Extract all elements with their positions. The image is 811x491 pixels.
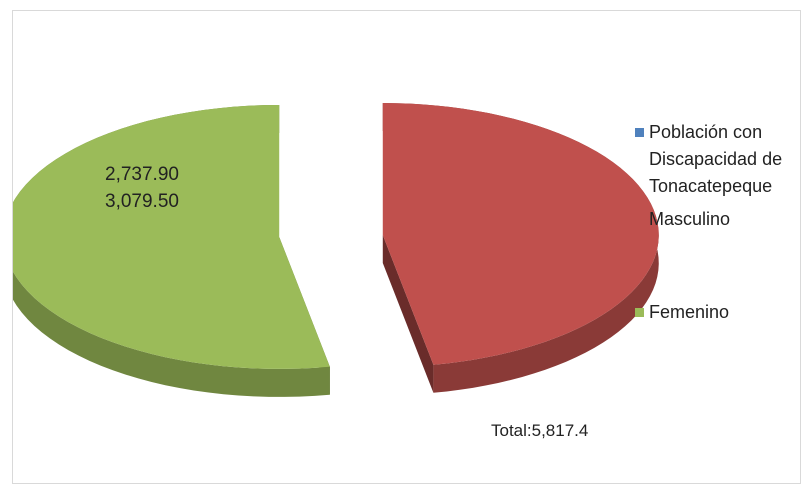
legend: Población con Discapacidad de Tonacatepe… [635,119,811,326]
legend-swatch-poblacion [635,128,644,137]
total-annotation: Total:5,817.4 [491,421,589,440]
legend-item-masculino: Masculino [635,206,811,233]
data-label-masculino: 2,737.90 [105,164,179,185]
pie-slice-masculino [382,103,659,393]
legend-label-femenino: Femenino [649,302,730,322]
data-label-femenino: 3,079.50 [105,191,179,212]
legend-item-femenino: Femenino [635,299,811,326]
legend-item-poblacion: Población con Discapacidad de Tonacatepe… [635,119,811,200]
legend-swatch-masculino [635,215,644,224]
legend-swatch-femenino [635,308,644,317]
chart-area: 2,737.90 3,079.50 Población con Discapac… [12,10,801,484]
data-labels: 2,737.90 3,079.50 [105,161,179,215]
pie-slice-femenino [13,104,330,397]
legend-label-poblacion: Población con Discapacidad de Tonacatepe… [649,122,783,196]
legend-label-masculino: Masculino [649,209,731,229]
pie-chart [13,103,659,397]
